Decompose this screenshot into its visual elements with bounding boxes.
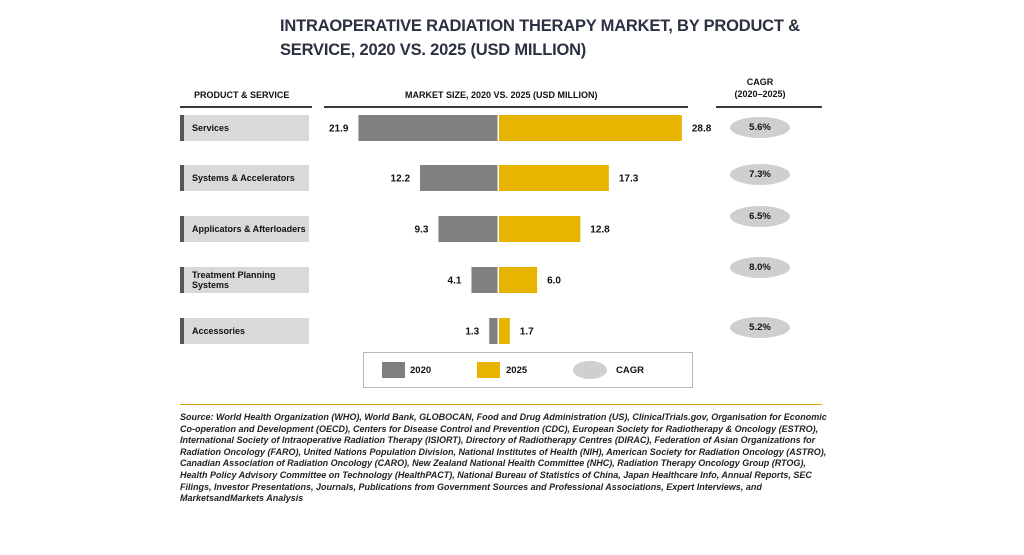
legend-label-2020: 2020: [410, 365, 432, 376]
bar-2020-services: [358, 115, 498, 141]
bar-2020-systems-accelerators: [420, 165, 498, 191]
legend-swatch-2020: [382, 362, 405, 378]
source-note: Source: World Health Organization (WHO),…: [180, 412, 827, 504]
bar-2020-applicators-afterloaders: [438, 216, 498, 242]
value-label-2020-accessories: 1.3: [465, 327, 479, 338]
legend-cagr-ellipse: [573, 361, 607, 379]
cagr-pill-applicators-afterloaders: 6.5%: [730, 206, 790, 227]
bar-2020-treatment-planning-systems: [471, 267, 498, 293]
header-rule-right: [716, 106, 822, 108]
value-label-2025-applicators-afterloaders: 12.8: [590, 225, 610, 236]
bar-2025-services: [499, 115, 682, 141]
cagr-pill-systems-accelerators: 7.3%: [730, 164, 790, 185]
cagr-pill-treatment-planning-systems: 8.0%: [730, 257, 790, 278]
header-product-service: PRODUCT & SERVICE: [194, 90, 290, 100]
source-divider: [180, 404, 822, 405]
category-services: Services: [180, 115, 309, 141]
value-label-2025-treatment-planning-systems: 6.0: [547, 276, 561, 287]
value-label-2025-systems-accelerators: 17.3: [619, 174, 639, 185]
bar-2025-treatment-planning-systems: [499, 267, 538, 293]
value-label-2020-services: 21.9: [329, 124, 349, 135]
legend-swatch-2025: [477, 362, 500, 378]
category-applicators-afterloaders: Applicators & Afterloaders: [180, 216, 309, 242]
header-cagr: CAGR (2020–2025): [720, 77, 800, 99]
category-systems-accelerators: Systems & Accelerators: [180, 165, 309, 191]
header-cagr-line1: CAGR: [746, 77, 774, 87]
value-label-2020-systems-accelerators: 12.2: [391, 174, 411, 185]
chart-title: INTRAOPERATIVE RADIATION THERAPY MARKET,…: [280, 17, 800, 59]
cagr-pill-services: 5.6%: [730, 117, 790, 138]
cagr-pill-accessories: 5.2%: [730, 317, 790, 338]
legend-label-2025: 2025: [506, 365, 528, 376]
category-accessories: Accessories: [180, 318, 309, 344]
bar-2025-systems-accelerators: [499, 165, 609, 191]
bar-2020-accessories: [489, 318, 498, 344]
header-rule-left: [180, 106, 312, 108]
header-market-size: MARKET SIZE, 2020 VS. 2025 (USD MILLION): [405, 90, 598, 100]
legend-label-cagr: CAGR: [616, 365, 644, 376]
value-label-2025-accessories: 1.7: [520, 327, 534, 338]
header-cagr-line2: (2020–2025): [734, 89, 786, 99]
header-rule-middle: [324, 106, 688, 108]
bar-2025-accessories: [499, 318, 510, 344]
bar-2025-applicators-afterloaders: [499, 216, 581, 242]
legend: 2020 2025 CAGR: [363, 352, 693, 388]
value-label-2020-applicators-afterloaders: 9.3: [415, 225, 429, 236]
category-treatment-planning-systems: Treatment Planning Systems: [180, 267, 309, 293]
value-label-2025-services: 28.8: [692, 124, 712, 135]
value-label-2020-treatment-planning-systems: 4.1: [448, 276, 462, 287]
